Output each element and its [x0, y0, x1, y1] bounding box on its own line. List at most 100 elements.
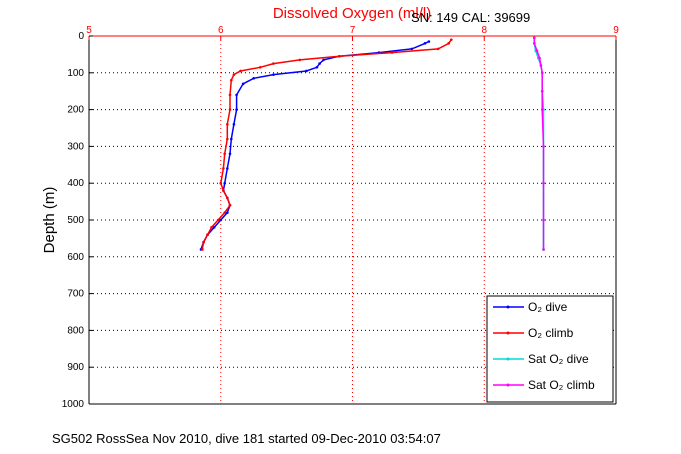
y-tick-label: 500	[67, 215, 84, 226]
data-point	[232, 73, 236, 76]
data-point	[533, 42, 536, 45]
data-point	[540, 71, 544, 75]
data-point	[226, 211, 229, 214]
data-point	[252, 77, 255, 80]
data-point	[241, 82, 245, 86]
y-axis-label: Depth (m)	[41, 187, 58, 254]
data-point	[223, 181, 227, 185]
data-point	[542, 145, 545, 148]
data-point	[423, 42, 427, 45]
x-tick-labels: 5 6 7 8 9	[86, 25, 619, 40]
legend-label: O₂ dive	[528, 300, 568, 314]
data-point	[228, 93, 232, 97]
data-point	[228, 152, 232, 156]
x-tick-label: 7	[350, 25, 356, 36]
data-point	[235, 93, 238, 97]
legend-entry: Sat O₂ climb	[493, 378, 595, 392]
legend-entry: O₂ dive	[493, 300, 568, 314]
y-tick-labels: 0 100 200 300 400 500 600 700 800 900 1000	[62, 31, 93, 410]
data-point	[212, 226, 216, 229]
series-4	[533, 36, 545, 251]
data-point	[539, 64, 543, 67]
y-tick-label: 800	[67, 325, 84, 336]
legend: O₂ dive O₂ climb Sat O₂ dive Sat O₂ climb	[486, 295, 614, 403]
y-tick-label: 700	[67, 289, 84, 300]
data-point	[540, 108, 544, 111]
series-layer	[199, 36, 545, 251]
data-point	[322, 58, 325, 62]
y-tick-label: 100	[67, 68, 84, 79]
data-point	[315, 65, 319, 69]
y-tick-label: 400	[67, 178, 84, 189]
x-tick-label: 9	[613, 25, 619, 36]
data-point	[219, 181, 223, 185]
data-point	[222, 167, 225, 170]
legend-marker	[506, 357, 510, 361]
data-point	[202, 240, 205, 244]
data-point	[318, 62, 321, 65]
legend-label: Sat O₂ dive	[528, 352, 589, 366]
data-point	[542, 248, 545, 251]
data-point	[535, 49, 539, 53]
data-point	[305, 69, 308, 73]
data-point	[219, 218, 223, 222]
y-tick-label: 600	[67, 252, 84, 263]
series-2	[201, 38, 453, 251]
data-point	[223, 152, 227, 156]
legend-label: Sat O₂ climb	[528, 378, 595, 392]
data-point	[226, 196, 229, 200]
data-point	[410, 47, 414, 51]
y-tick-label: 1000	[62, 399, 85, 410]
y-tick-label: 0	[78, 31, 84, 42]
data-point	[542, 218, 545, 222]
legend-label: O₂ climb	[528, 326, 574, 340]
data-point	[298, 58, 302, 62]
legend-marker	[506, 305, 510, 309]
x-tick-label: 5	[86, 25, 92, 36]
data-point	[538, 56, 541, 60]
data-point	[226, 167, 229, 170]
y-tick-label: 300	[67, 141, 84, 152]
data-point	[338, 54, 341, 58]
data-point	[229, 78, 233, 82]
series-1	[199, 40, 431, 251]
data-point	[436, 47, 440, 51]
series-line	[200, 40, 430, 250]
data-point	[226, 123, 229, 126]
data-point	[450, 38, 453, 41]
y-tick-label: 200	[67, 105, 84, 116]
data-point	[390, 51, 394, 54]
data-point	[540, 89, 544, 93]
x-tick-label: 6	[218, 25, 224, 36]
data-point	[226, 137, 229, 141]
serial-label: SN: 149 CAL: 39699	[411, 10, 530, 25]
data-point	[272, 73, 275, 76]
data-point	[232, 123, 236, 126]
data-point	[223, 211, 227, 214]
data-point	[272, 62, 275, 65]
x-tick-label: 8	[481, 25, 487, 36]
data-point	[206, 233, 209, 237]
data-point	[239, 69, 242, 73]
data-point	[258, 65, 262, 69]
legend-marker	[506, 331, 510, 335]
data-point	[210, 226, 213, 229]
data-point	[228, 203, 232, 207]
data-point	[222, 189, 225, 192]
data-point	[216, 218, 220, 222]
legend-marker	[506, 383, 510, 387]
data-point	[542, 181, 545, 185]
footer-caption: SG502 RossSea Nov 2010, dive 181 started…	[52, 431, 441, 446]
data-point	[229, 137, 233, 141]
data-point	[201, 248, 204, 251]
y-tick-label: 900	[67, 362, 84, 373]
data-point	[447, 42, 450, 45]
data-point	[427, 40, 431, 43]
legend-entry: Sat O₂ dive	[493, 352, 589, 366]
data-point	[228, 108, 232, 111]
data-point	[235, 108, 238, 111]
legend-entry: O₂ climb	[493, 326, 574, 340]
data-point	[533, 36, 536, 40]
chart-title: Dissolved Oxygen (ml/l)	[273, 5, 431, 22]
